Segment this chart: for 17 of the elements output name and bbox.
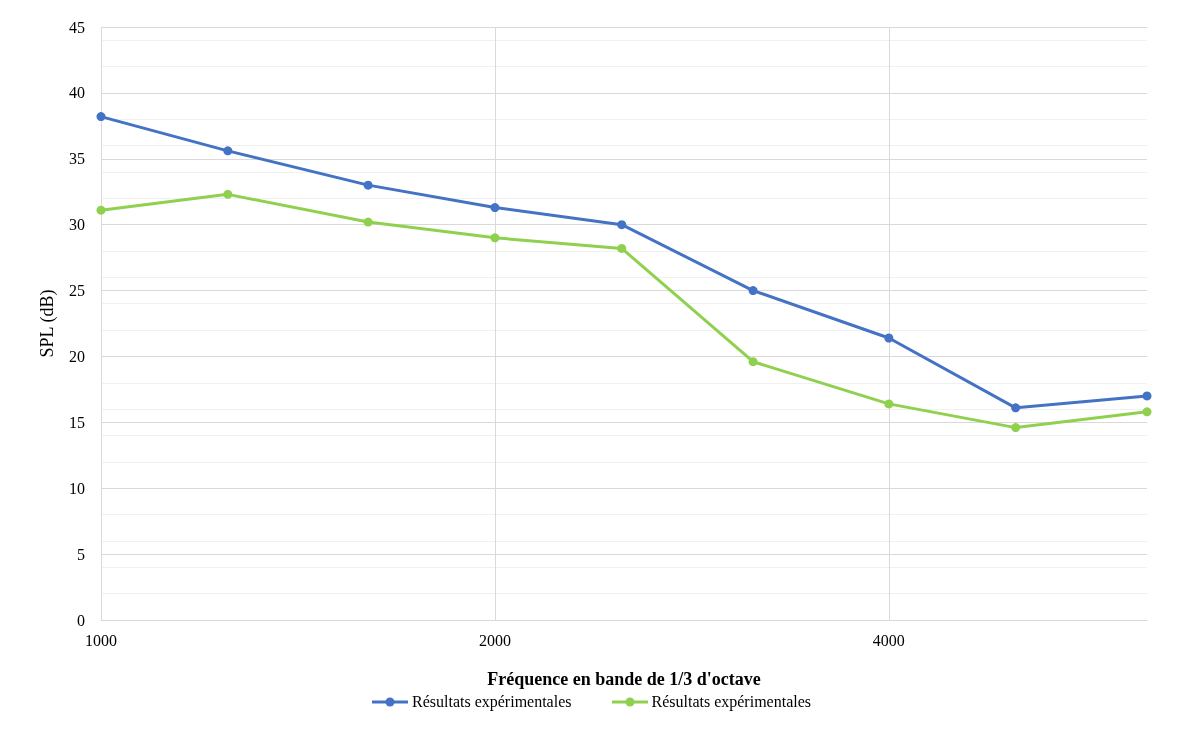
x-tick-label: 1000: [85, 631, 117, 649]
y-tick-label: 15: [69, 413, 85, 431]
x-tick-label: 2000: [478, 631, 511, 649]
y-tick-label: 40: [69, 84, 85, 102]
y-tick-label: 0: [77, 611, 85, 629]
legend-label: Résultats expérimentales: [651, 693, 812, 711]
y-tick-label: 35: [69, 150, 85, 168]
y-tick-label: 45: [69, 18, 85, 36]
y-tick-label: 25: [69, 282, 85, 300]
y-tick-label: 5: [77, 545, 85, 563]
x-axis-title: Fréquence en bande de 1/3 d'octave: [487, 669, 761, 689]
x-tick-label: 4000: [872, 631, 905, 649]
legend-label: Résultats expérimentales: [411, 693, 572, 711]
y-tick-label: 20: [69, 347, 85, 365]
y-tick-label: 30: [69, 216, 85, 234]
y-axis-title: SPL (dB): [37, 289, 58, 358]
y-tick-label: 10: [69, 479, 85, 497]
